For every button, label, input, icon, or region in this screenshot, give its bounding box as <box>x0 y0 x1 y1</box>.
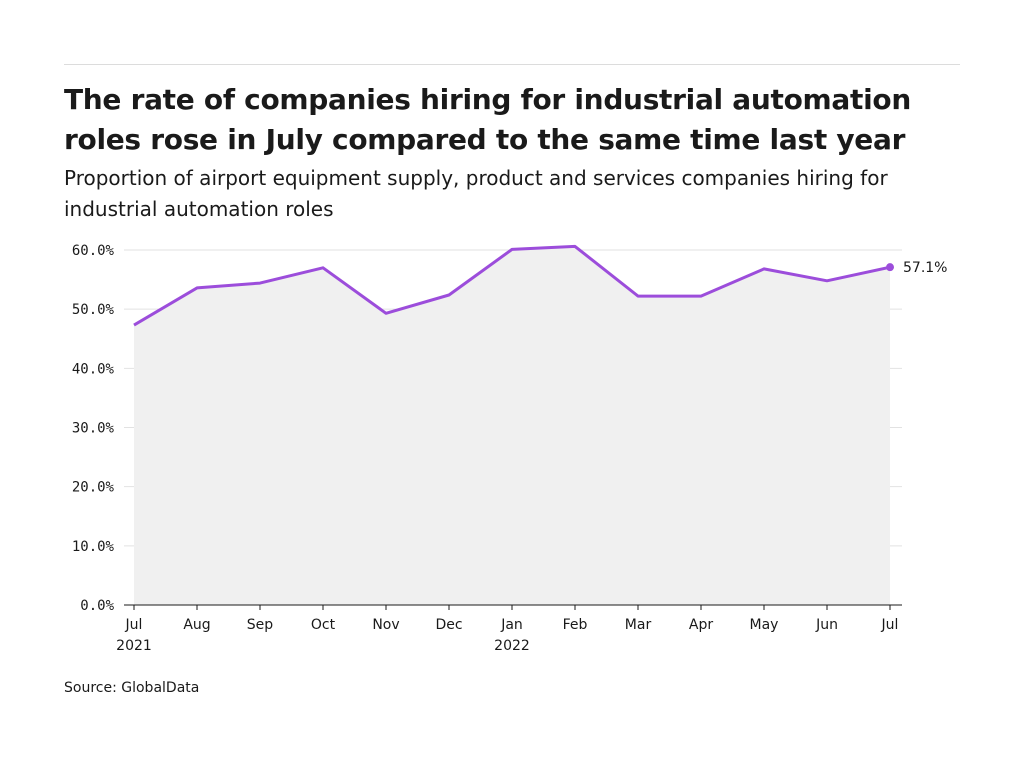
y-tick-label: 30.0% <box>72 421 115 437</box>
x-tick-label: Sep <box>247 617 274 633</box>
x-axis-ticks: Jul 2021 Aug Sep Oct Nov Dec Jan 2022 Feb Mar Apr Ma… <box>116 605 898 654</box>
y-tick-label: 0.0% <box>80 598 114 614</box>
x-tick-label: Oct <box>311 617 336 633</box>
x-tick-label: Jul <box>881 617 899 633</box>
end-value-label: 57.1% <box>903 260 947 276</box>
x-tick-label: Apr <box>689 617 713 633</box>
source-note: Source: GlobalData <box>64 680 200 696</box>
chart-title: The rate of companies hiring for industr… <box>64 83 911 156</box>
y-tick-label: 60.0% <box>72 243 115 259</box>
x-year-label: 2022 <box>494 638 530 654</box>
y-tick-label: 50.0% <box>72 302 115 318</box>
x-tick-label: Aug <box>183 617 210 633</box>
x-tick-label: Mar <box>625 617 652 633</box>
area-fill <box>134 246 890 605</box>
y-axis-ticks: 0.0% 10.0% 20.0% 30.0% 40.0% 50.0% 60.0% <box>72 243 115 614</box>
x-tick-label: Jun <box>815 617 838 633</box>
x-tick-label: Nov <box>372 617 399 633</box>
x-tick-label: Jul <box>125 617 143 633</box>
x-tick-label: Feb <box>563 617 588 633</box>
series-line <box>133 244 891 327</box>
x-tick-label: Jan <box>500 617 523 633</box>
y-tick-label: 20.0% <box>72 480 115 496</box>
x-tick-label: Dec <box>435 617 462 633</box>
data-points <box>886 263 894 272</box>
x-year-label: 2021 <box>116 638 152 654</box>
chart-subtitle: Proportion of airport equipment supply, … <box>64 166 888 221</box>
x-tick-label: May <box>750 617 779 633</box>
top-divider <box>64 64 960 65</box>
y-tick-label: 40.0% <box>72 361 115 377</box>
end-data-point <box>886 263 894 272</box>
y-tick-label: 10.0% <box>72 539 115 555</box>
